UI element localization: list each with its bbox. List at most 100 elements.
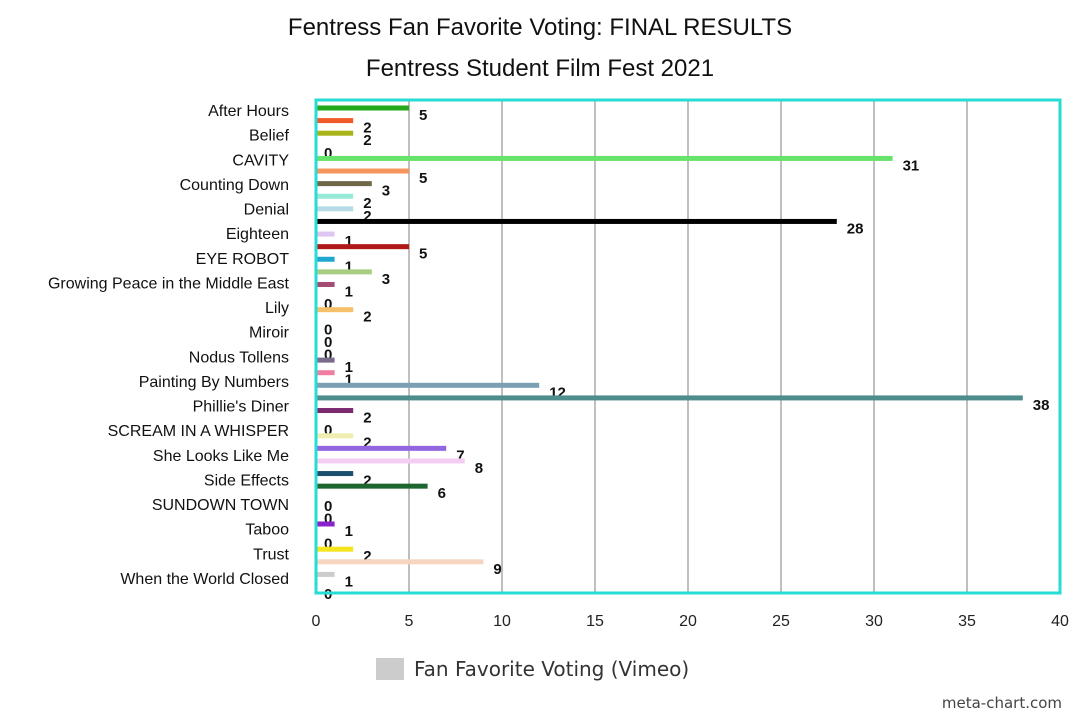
category-label: SUNDOWN TOWN (152, 497, 289, 514)
data-label: 2 (363, 473, 371, 490)
bar (316, 206, 354, 212)
bar (316, 105, 409, 111)
data-label: 2 (363, 120, 371, 137)
data-label: 0 (324, 145, 332, 162)
bar (316, 155, 893, 161)
bar (316, 269, 372, 275)
data-label: 5 (419, 246, 427, 263)
bar (316, 382, 540, 388)
category-label: Lily (265, 300, 289, 317)
x-tick-label: 30 (865, 613, 883, 630)
category-label: Phillie's Diner (193, 399, 290, 416)
data-label: 31 (903, 157, 920, 174)
category-label: Growing Peace in the Middle East (48, 275, 290, 292)
x-tick-label: 15 (586, 613, 604, 630)
data-label: 2 (363, 548, 371, 565)
data-label: 0 (324, 422, 332, 439)
data-label: 7 (456, 447, 464, 464)
data-label: 28 (847, 220, 864, 237)
category-label: CAVITY (232, 152, 289, 169)
bar (316, 559, 484, 565)
data-label: 2 (363, 132, 371, 149)
bar (316, 130, 354, 136)
data-label: 1 (345, 258, 353, 275)
data-label: 2 (363, 208, 371, 225)
bar (316, 281, 335, 287)
data-label: 2 (363, 309, 371, 326)
category-label: Nodus Tollens (189, 349, 289, 366)
bar (316, 521, 335, 527)
data-label: 1 (345, 573, 353, 590)
bar (316, 483, 428, 489)
credit-text[interactable]: meta-chart.com (941, 694, 1062, 712)
data-label: 0 (324, 296, 332, 313)
legend-swatch (376, 658, 404, 680)
data-label: 0 (324, 334, 332, 351)
data-label: 5 (419, 170, 427, 187)
data-label: 1 (345, 233, 353, 250)
category-label: Trust (253, 546, 289, 563)
data-label: 5 (419, 107, 427, 124)
bar (316, 571, 335, 577)
chart-subtitle: Fentress Student Film Fest 2021 (365, 55, 715, 82)
data-label: 0 (324, 510, 332, 527)
bar (316, 193, 354, 199)
category-label: Taboo (245, 522, 289, 539)
data-label: 1 (345, 523, 353, 540)
bar (316, 395, 1023, 401)
x-tick-label: 35 (958, 613, 976, 630)
legend-label: Fan Favorite Voting (Vimeo) (414, 657, 690, 681)
category-label: When the World Closed (120, 571, 289, 588)
bar (316, 256, 335, 262)
category-label: Counting Down (180, 177, 289, 194)
category-label: Side Effects (204, 472, 289, 489)
x-tick-label: 10 (493, 613, 511, 630)
category-label: Denial (244, 202, 289, 219)
data-label: 0 (324, 536, 332, 553)
data-label: 6 (438, 485, 446, 502)
data-label: 0 (324, 321, 332, 338)
data-label: 3 (382, 183, 390, 200)
x-tick-label: 25 (772, 613, 790, 630)
data-label: 3 (382, 271, 390, 288)
bar (316, 370, 335, 376)
data-label: 38 (1033, 397, 1050, 414)
bar (316, 181, 372, 187)
category-label: Painting By Numbers (139, 374, 289, 391)
category-label: SCREAM IN A WHISPER (108, 423, 289, 440)
x-tick-label: 40 (1051, 613, 1069, 630)
legend[interactable]: Fan Favorite Voting (Vimeo) (376, 657, 689, 681)
data-label: 0 (324, 347, 332, 364)
data-label: 0 (324, 498, 332, 515)
bar (316, 168, 409, 174)
category-label: Belief (249, 128, 290, 145)
data-label: 1 (345, 372, 353, 389)
data-label: 2 (363, 410, 371, 427)
bar (316, 546, 354, 552)
bar (316, 231, 335, 237)
category-label: Miroir (249, 325, 290, 342)
bar (316, 357, 335, 363)
category-label: She Looks Like Me (153, 448, 289, 465)
data-label: 9 (493, 561, 501, 578)
bar (316, 445, 447, 451)
data-label: 1 (345, 283, 353, 300)
bar (316, 471, 354, 477)
category-label: Eighteen (226, 226, 289, 243)
category-label: EYE ROBOT (196, 251, 290, 268)
bar (316, 118, 354, 124)
category-label: After Hours (208, 103, 289, 120)
x-tick-label: 20 (679, 613, 697, 630)
x-tick-label: 0 (312, 613, 321, 630)
data-label: 2 (363, 195, 371, 212)
plot-frame (314, 98, 1062, 595)
data-label: 8 (475, 460, 483, 477)
bar (316, 218, 837, 224)
bar (316, 244, 409, 250)
bar (316, 433, 354, 439)
bar (316, 408, 354, 414)
data-label: 1 (345, 359, 353, 376)
x-tick-label: 5 (405, 613, 414, 630)
bar (316, 307, 354, 313)
